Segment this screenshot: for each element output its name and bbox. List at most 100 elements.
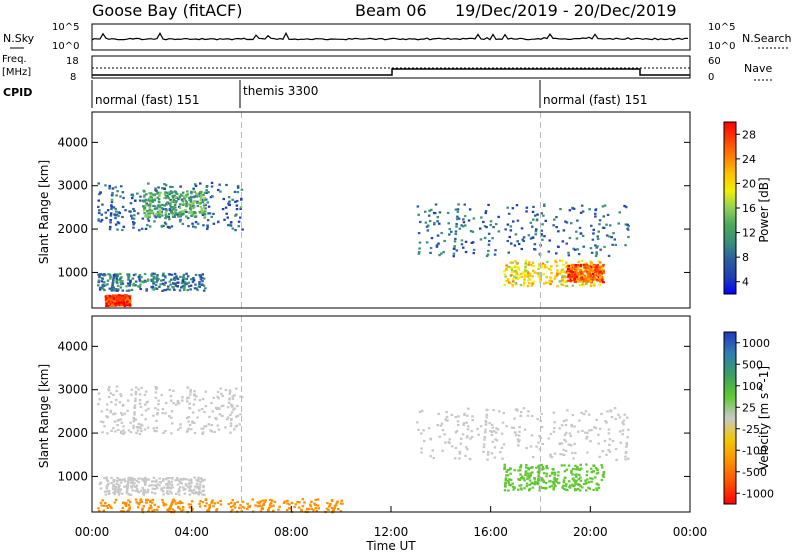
heatmap-cell (332, 508, 335, 511)
heatmap-cell (498, 410, 501, 413)
heatmap-cell (296, 501, 299, 504)
heatmap-cell (139, 287, 142, 291)
heatmap-cell (97, 392, 101, 395)
heatmap-cell (168, 192, 171, 196)
heatmap-cell (485, 226, 488, 229)
heatmap-cell (531, 282, 534, 285)
heatmap-cell (601, 265, 605, 268)
heatmap-cell (457, 423, 460, 427)
heatmap-cell (566, 409, 569, 412)
heatmap-cell (163, 193, 167, 196)
heatmap-cell (144, 214, 148, 217)
heatmap-cell (593, 284, 596, 287)
heatmap-cell (464, 224, 467, 227)
heatmap-cell (141, 507, 144, 510)
heatmap-cell (210, 430, 213, 433)
heatmap-cell (325, 507, 329, 510)
heatmap-cell (158, 206, 162, 209)
heatmap-cell (484, 419, 487, 423)
heatmap-cell (240, 188, 244, 191)
heatmap-cell (115, 277, 118, 280)
heatmap-cell (211, 195, 214, 198)
heatmap-cell (256, 501, 259, 504)
heatmap-cell (456, 210, 460, 213)
heatmap-cell (147, 182, 150, 185)
heatmap-cell (597, 486, 601, 489)
heatmap-cell (447, 440, 450, 444)
heatmap-cell (571, 278, 574, 281)
heatmap-cell (195, 395, 198, 398)
heatmap-cell (151, 274, 154, 278)
heatmap-cell (545, 475, 548, 478)
heatmap-cell (127, 478, 130, 481)
heatmap-cell (143, 481, 147, 484)
heatmap-cell (202, 289, 206, 292)
heatmap-cell (201, 432, 204, 435)
heatmap-cell (195, 482, 199, 485)
heatmap-cell (588, 208, 591, 211)
heatmap-cell (565, 271, 569, 274)
heatmap-cell (570, 423, 574, 427)
heatmap-cell (166, 288, 169, 291)
heatmap-cell (541, 223, 544, 226)
heatmap-cell (469, 230, 473, 233)
heatmap-cell (137, 506, 140, 509)
heatmap-cell (100, 213, 103, 216)
heatmap-cell (106, 416, 109, 419)
heatmap-cell (229, 422, 233, 425)
heatmap-cell (564, 431, 568, 434)
heatmap-cell (172, 498, 175, 501)
heatmap-cell (153, 509, 156, 512)
heatmap-cell (114, 398, 118, 402)
heatmap-cell (121, 280, 124, 283)
heatmap-cell (199, 491, 202, 495)
heatmap-cell (541, 466, 545, 469)
heatmap-cell (420, 409, 424, 412)
heatmap-cell (537, 267, 540, 270)
heatmap-cell (590, 467, 593, 470)
heatmap-cell (586, 431, 589, 434)
heatmap-cell (127, 399, 130, 402)
heatmap-cell (166, 485, 170, 488)
heatmap-cell (531, 275, 534, 278)
heatmap-cell (166, 195, 170, 198)
heatmap-cell (187, 416, 191, 419)
heatmap-cell (522, 281, 526, 285)
heatmap-cell (97, 507, 100, 510)
heatmap-cell (179, 478, 182, 481)
heatmap-cell (337, 508, 340, 511)
heatmap-cell (185, 277, 188, 280)
heatmap-cell (144, 204, 148, 207)
heatmap-cell (132, 424, 135, 427)
heatmap-cell (110, 304, 114, 307)
y-tick-label: 1000 (57, 469, 88, 483)
heatmap-cell (185, 201, 188, 204)
heatmap-cell (128, 302, 131, 305)
heatmap-cell (190, 481, 193, 484)
heatmap-cell (162, 224, 165, 227)
heatmap-cell (227, 196, 231, 199)
colorbar-tick-label: -25 (742, 423, 760, 436)
heatmap-cell (186, 400, 189, 403)
heatmap-cell (178, 489, 181, 492)
heatmap-cell (610, 416, 614, 419)
heatmap-cell (97, 273, 100, 276)
heatmap-cell (97, 281, 100, 284)
heatmap-cell (438, 211, 442, 214)
heatmap-cell (519, 414, 523, 417)
heatmap-cell (155, 430, 158, 433)
heatmap-cell (210, 423, 214, 427)
heatmap-cell (203, 505, 207, 508)
heatmap-cell (522, 407, 526, 410)
heatmap-cell (184, 199, 188, 202)
heatmap-cell (162, 486, 165, 489)
heatmap-cell (168, 280, 171, 283)
heatmap-cell (553, 218, 556, 221)
heatmap-cell (159, 213, 163, 216)
heatmap-cell (119, 481, 123, 484)
heatmap-cell (114, 210, 118, 213)
nsearch-label: N.Search (742, 32, 792, 45)
heatmap-cell (606, 213, 610, 216)
heatmap-cell (180, 213, 183, 216)
heatmap-cell (164, 211, 167, 215)
